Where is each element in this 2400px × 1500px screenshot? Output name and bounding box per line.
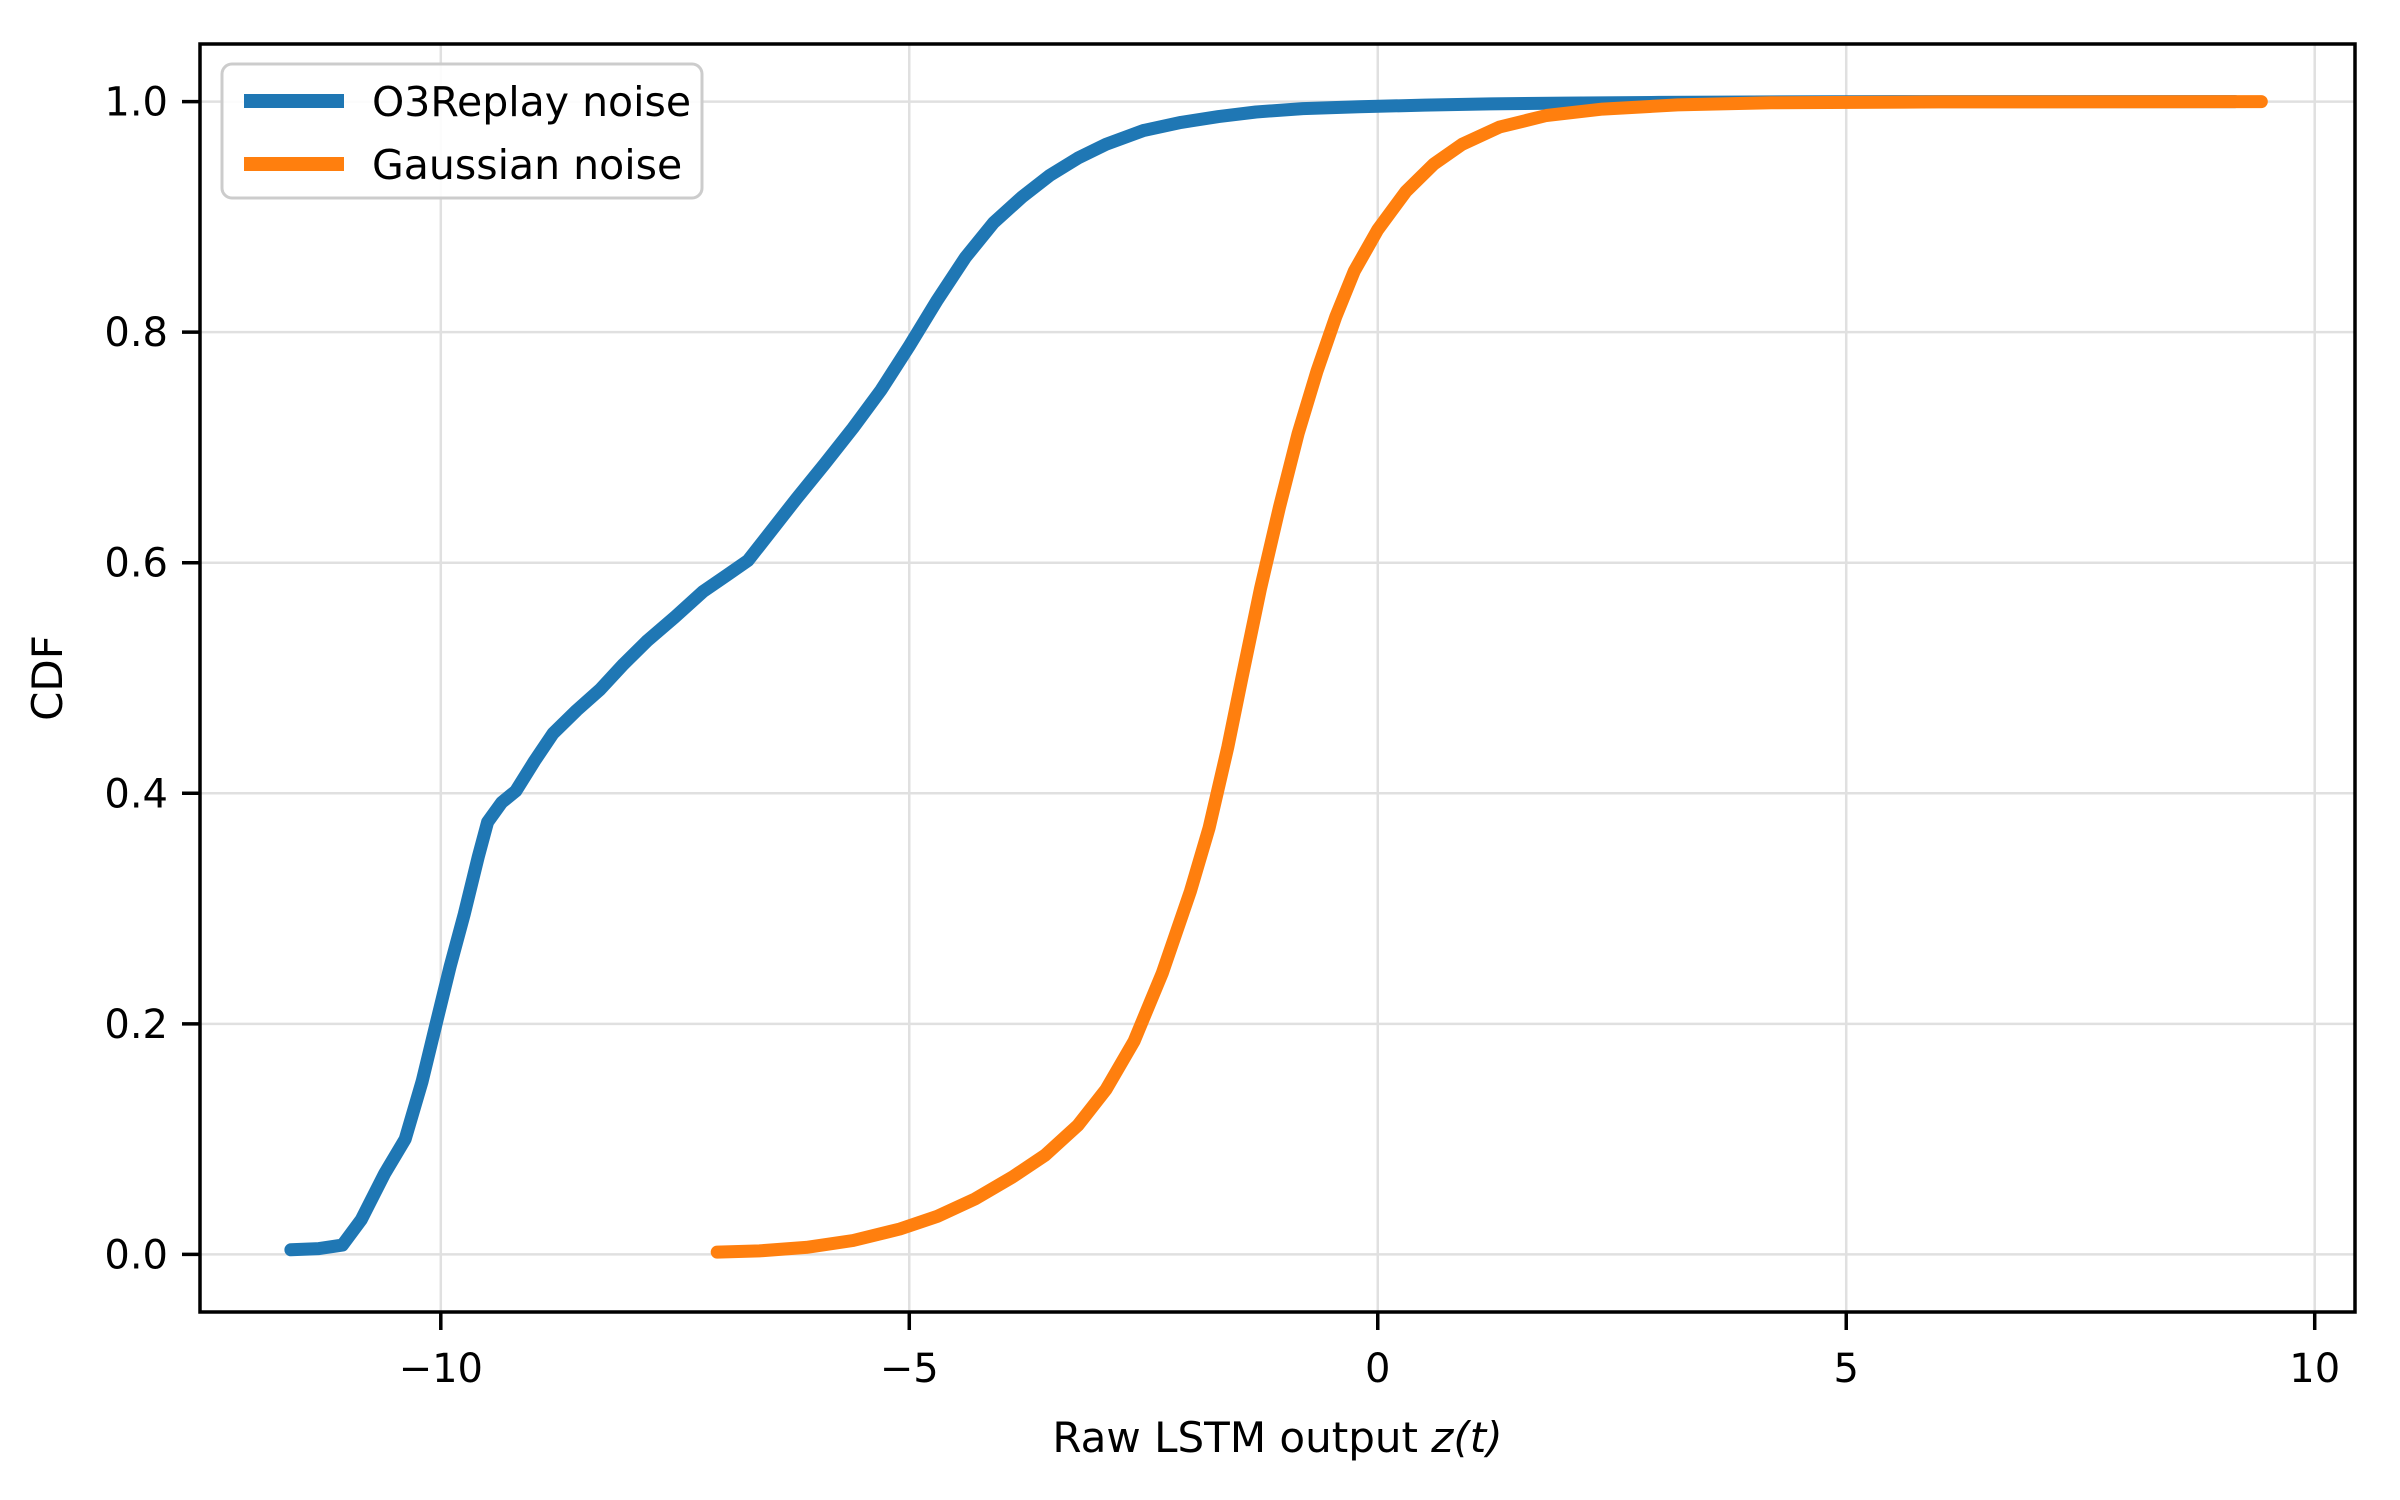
x-tick-label: 0 [1365,1346,1390,1392]
y-tick-label: 0.4 [104,771,168,817]
gaussian-noise-curve [710,95,2268,1259]
x-tick-label: −10 [399,1346,483,1392]
legend-label-gaussian: Gaussian noise [372,141,682,189]
y-tick-label: 0.8 [104,310,168,356]
y-axis-label: CDF [23,635,72,721]
y-tick-label: 0.6 [104,541,168,587]
legend-label-o3replay: O3Replay noise [372,78,691,126]
x-tick-label: −5 [880,1346,939,1392]
y-tick-label: 0.2 [104,1002,168,1048]
y-tick-label: 0.0 [104,1232,168,1278]
plot-border [198,42,2357,1314]
x-tick-label: 10 [2289,1346,2340,1392]
y-tick-label: 1.0 [104,80,168,126]
x-tick-label: 5 [1834,1346,1859,1392]
o3replay-noise-curve [284,95,2242,1257]
x-axis-label: Raw LSTM output z(t) [1052,1413,1502,1462]
